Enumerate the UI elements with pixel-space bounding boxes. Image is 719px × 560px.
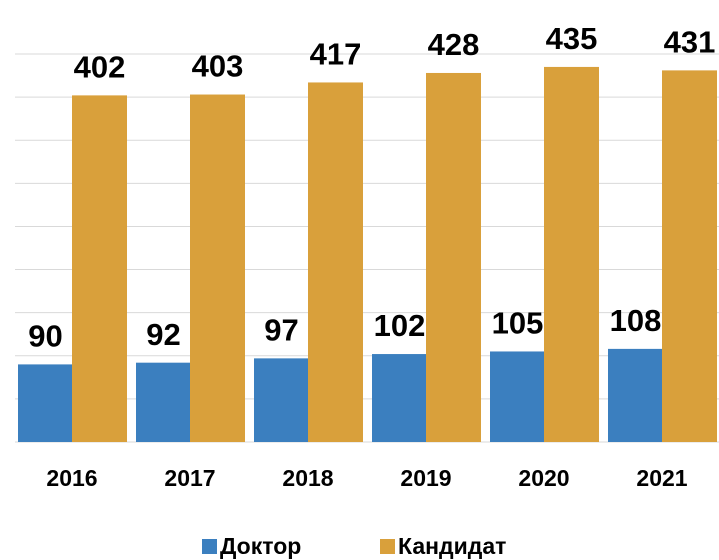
data-label: 417: [310, 37, 362, 72]
bar: [662, 70, 717, 442]
data-label: 403: [192, 49, 244, 84]
bar: [426, 72, 481, 443]
bar: [72, 95, 127, 443]
data-label: 92: [146, 317, 180, 352]
x-tick-label: 2019: [400, 465, 451, 491]
data-label: 428: [428, 27, 480, 62]
bar: [490, 351, 545, 442]
bar: [608, 348, 663, 442]
data-label: 435: [546, 21, 598, 56]
data-label: 431: [664, 25, 716, 60]
data-label: 102: [374, 308, 426, 343]
data-label: 97: [264, 313, 298, 348]
data-label: 402: [74, 50, 126, 85]
bar: [18, 364, 73, 442]
x-tick-label: 2020: [518, 465, 569, 491]
legend-label: Кандидат: [398, 533, 506, 559]
data-label: 105: [492, 306, 544, 341]
legend-swatch: [380, 539, 395, 554]
bar: [136, 362, 191, 442]
bar: [372, 354, 427, 442]
bar: [308, 82, 363, 442]
bar: [254, 358, 309, 442]
data-label: 90: [28, 319, 62, 354]
legend-label: Доктор: [220, 533, 301, 559]
bar: [190, 94, 245, 442]
legend-swatch: [202, 539, 217, 554]
x-tick-label: 2018: [282, 465, 333, 491]
bar: [544, 66, 599, 442]
x-tick-label: 2021: [636, 465, 687, 491]
data-label: 108: [610, 303, 662, 338]
x-tick-label: 2016: [46, 465, 97, 491]
x-tick-label: 2017: [164, 465, 215, 491]
